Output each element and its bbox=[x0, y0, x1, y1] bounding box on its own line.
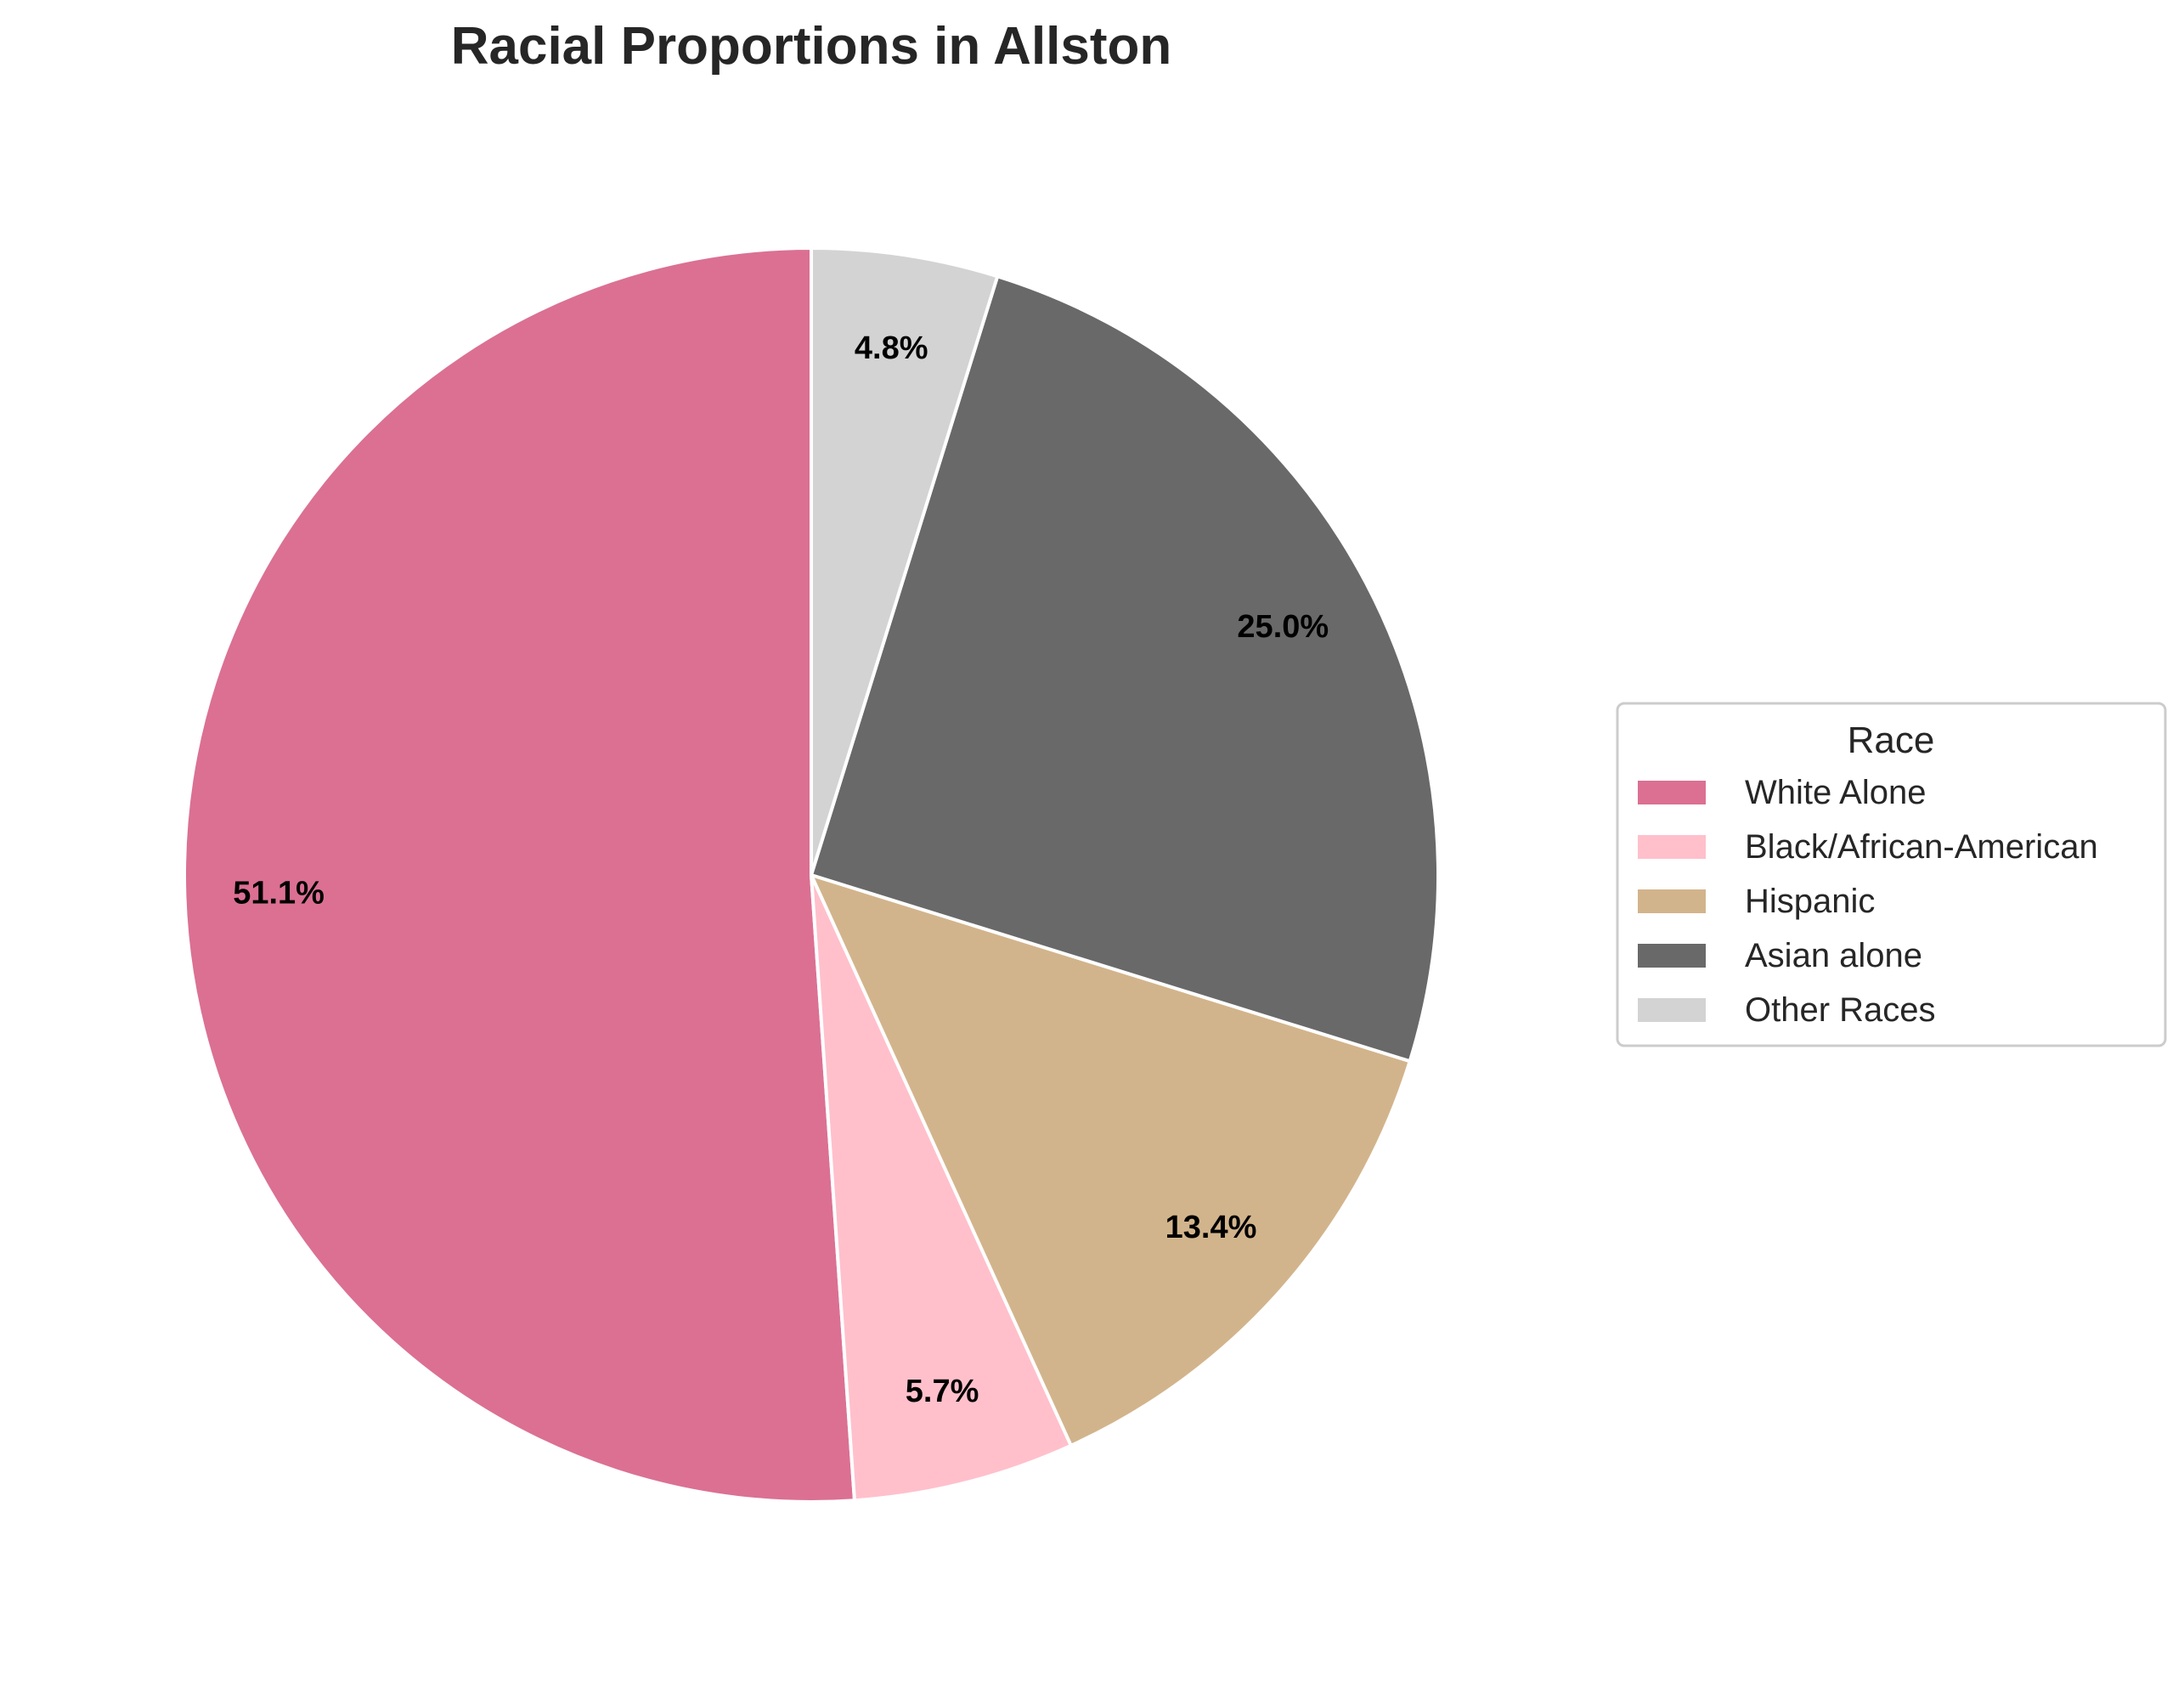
slice-label-other-races: 4.8% bbox=[855, 330, 928, 366]
slice-label-hispanic: 13.4% bbox=[1165, 1210, 1257, 1245]
slice-label-white-alone: 51.1% bbox=[233, 876, 324, 912]
legend-swatch-black-african-american bbox=[1638, 835, 1706, 859]
legend-title: Race bbox=[1848, 720, 1935, 761]
legend-label-other-races: Other Races bbox=[1745, 991, 1936, 1029]
pie-slice-labels: 51.1% 5.7% 13.4% 25.0% 4.8% bbox=[233, 330, 1329, 1409]
legend-label-hispanic: Hispanic bbox=[1745, 883, 1875, 920]
legend-swatch-other-races bbox=[1638, 998, 1706, 1022]
legend: Race White Alone Black/African-American Hi… bbox=[1616, 702, 2167, 1047]
legend-swatch-asian-alone bbox=[1638, 944, 1706, 968]
pie-slice-white-alone bbox=[183, 246, 856, 1504]
pie-slice-hispanic bbox=[810, 873, 1412, 1448]
legend-label-black-african-american: Black/African-American bbox=[1745, 828, 2098, 866]
legend-label-asian-alone: Asian alone bbox=[1745, 937, 1922, 974]
legend-swatch-white-alone bbox=[1638, 781, 1706, 804]
slice-label-black-african-american: 5.7% bbox=[906, 1374, 979, 1409]
legend-items: White Alone Black/African-American Hispani… bbox=[1638, 774, 2098, 1029]
legend-frame bbox=[1616, 702, 2167, 1047]
pie-slice-other-races bbox=[810, 246, 1000, 877]
pie-slice-black-african-american bbox=[810, 873, 1073, 1503]
legend-label-white-alone: White Alone bbox=[1745, 774, 1926, 811]
pie-slices bbox=[183, 246, 1441, 1504]
pie-slice-asian-alone bbox=[810, 274, 1441, 1064]
legend-swatch-hispanic bbox=[1638, 889, 1706, 913]
slice-label-asian-alone: 25.0% bbox=[1237, 609, 1329, 645]
chart-title: Racial Proportions in Allston bbox=[451, 17, 1172, 76]
